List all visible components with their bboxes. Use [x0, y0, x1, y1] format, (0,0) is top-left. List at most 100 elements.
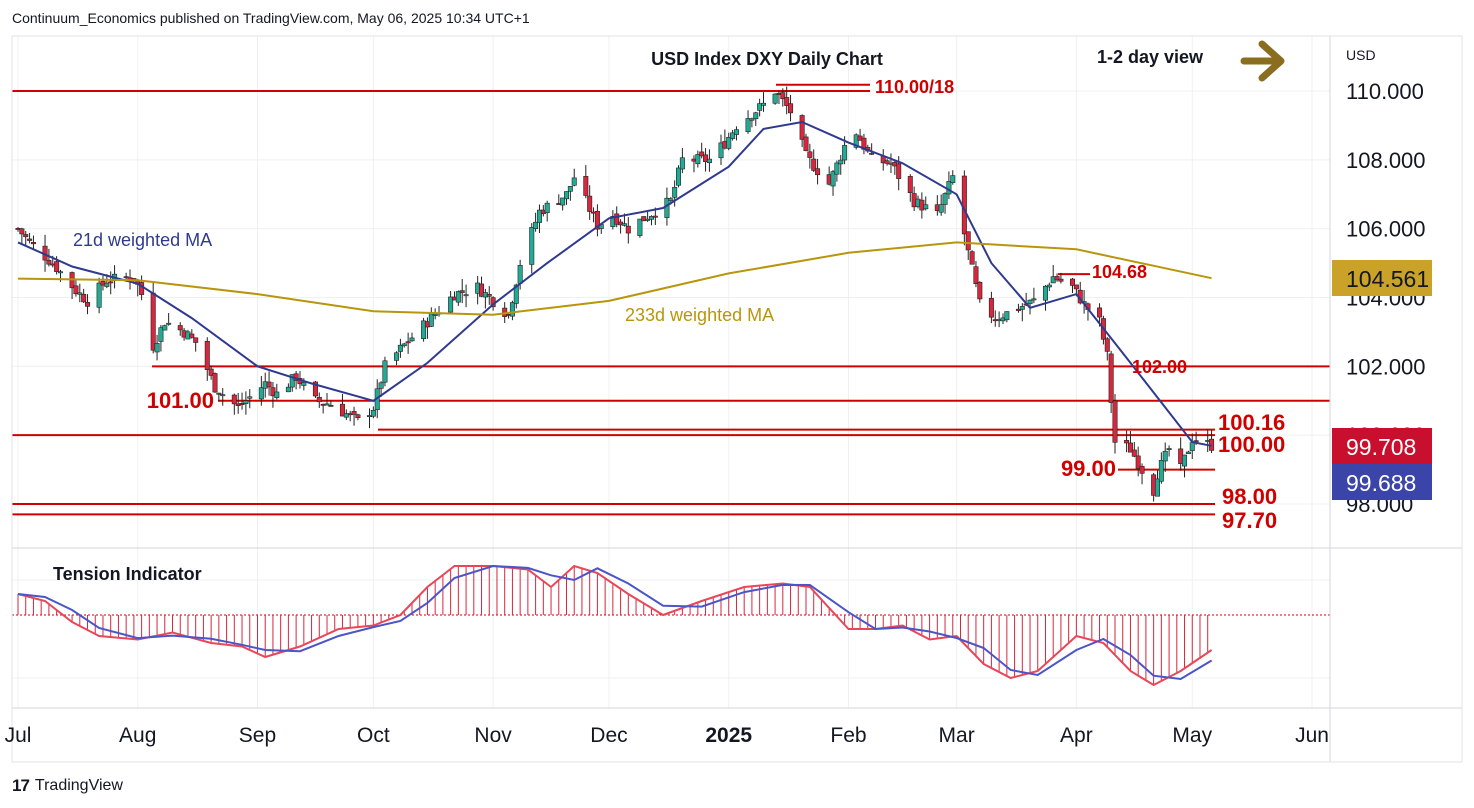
candle-body — [799, 115, 805, 140]
candle-body — [815, 168, 821, 176]
candle-body — [788, 103, 794, 114]
x-tick-label: Sep — [239, 724, 276, 747]
candle-body — [811, 158, 817, 171]
x-tick-label: Apr — [1060, 724, 1093, 747]
candle-body — [189, 333, 195, 338]
candle-body — [166, 322, 172, 325]
candle-body — [212, 373, 218, 393]
ma21-annotation: 21d weighted MA — [73, 230, 212, 250]
x-tick-label: 2025 — [705, 724, 752, 747]
candle-body — [46, 260, 52, 265]
tradingview-logo[interactable]: 17 TradingView — [12, 776, 123, 796]
candle-body — [1162, 450, 1168, 462]
x-tick-label: Nov — [474, 724, 512, 747]
y-tick-label: 106.000 — [1346, 217, 1426, 242]
view-label: 1-2 day view — [1097, 47, 1204, 67]
x-tick-label: Oct — [357, 724, 390, 747]
candle-body — [544, 202, 550, 214]
candle-body — [1193, 440, 1199, 443]
candle-body — [19, 228, 25, 235]
candle-body — [154, 343, 160, 353]
candle-body — [104, 282, 110, 287]
price-label: 104.561 — [1346, 266, 1429, 292]
candle-body — [834, 162, 840, 175]
candle-body — [594, 210, 600, 230]
level-label: 99.00 — [1061, 456, 1116, 481]
candle-body — [448, 296, 454, 313]
candle-body — [1127, 442, 1133, 453]
level-label: 101.00 — [147, 388, 214, 413]
publisher-header: Continuum_Economics published on Trading… — [12, 10, 530, 26]
candle-body — [355, 414, 361, 419]
candle-body — [289, 374, 295, 388]
candle-body — [316, 396, 322, 403]
candle-body — [1166, 448, 1172, 450]
level-label: 110.00/18 — [875, 77, 954, 97]
candle-body — [726, 136, 732, 149]
x-tick-label: Feb — [830, 724, 866, 747]
candle-body — [96, 282, 102, 308]
candle-body — [679, 157, 685, 170]
candle-body — [455, 291, 461, 303]
candle-body — [459, 290, 465, 293]
candle-body — [757, 103, 763, 111]
candle-body — [158, 327, 164, 342]
candle-body — [339, 403, 345, 417]
candle-body — [1182, 454, 1188, 467]
candle-body — [699, 151, 705, 157]
candle-body — [1131, 449, 1137, 457]
candle-body — [648, 216, 654, 220]
candle-body — [81, 293, 87, 303]
candle-body — [780, 92, 786, 100]
y-tick-label: 110.000 — [1346, 79, 1424, 104]
candle-body — [77, 292, 83, 295]
price-label-box — [1332, 428, 1432, 464]
tradingview-mark-icon: 17 — [12, 776, 30, 795]
candle-body — [749, 118, 755, 121]
candle-body — [733, 129, 739, 135]
candle-body — [753, 112, 759, 120]
candle-body — [328, 404, 334, 407]
candle-body — [486, 294, 492, 297]
candle-body — [942, 193, 948, 205]
level-label: 97.70 — [1222, 508, 1277, 533]
tension-indicator-panel: Tension Indicator — [12, 564, 1330, 687]
candle-body — [150, 292, 156, 351]
candle-body — [745, 118, 751, 132]
indicator-slow-line — [17, 564, 1213, 681]
candle-body — [108, 281, 114, 284]
candle-body — [394, 352, 400, 361]
price-label: 99.708 — [1346, 434, 1416, 460]
candle-body — [517, 265, 523, 284]
candle-body — [73, 285, 79, 295]
candle-body — [1070, 278, 1076, 286]
candle-body — [869, 152, 875, 155]
candle-body — [54, 261, 60, 272]
x-tick-label: Dec — [590, 724, 627, 747]
candle-body — [231, 394, 237, 405]
candle-body — [1015, 308, 1021, 311]
candle-body — [977, 282, 983, 300]
currency-label: USD — [1346, 47, 1376, 63]
x-tick-label: Jul — [5, 724, 32, 747]
ma233-annotation: 233d weighted MA — [625, 305, 774, 325]
candle-body — [1073, 284, 1079, 290]
candle-body — [1004, 311, 1010, 321]
tradingview-brand: TradingView — [34, 777, 123, 794]
candle-body — [1097, 307, 1103, 318]
candle-body — [772, 93, 778, 104]
candle-body — [123, 276, 129, 279]
candle-body — [208, 368, 214, 376]
candle-body — [853, 134, 859, 148]
view-arrow-icon — [1240, 40, 1285, 82]
candle-body — [378, 382, 384, 389]
candle-body — [401, 343, 407, 347]
candle-body — [1046, 284, 1052, 288]
candle-body — [830, 171, 836, 187]
candle-body — [703, 154, 709, 162]
candle-body — [370, 410, 376, 417]
candle-body — [842, 145, 848, 161]
candle-body — [988, 298, 994, 318]
